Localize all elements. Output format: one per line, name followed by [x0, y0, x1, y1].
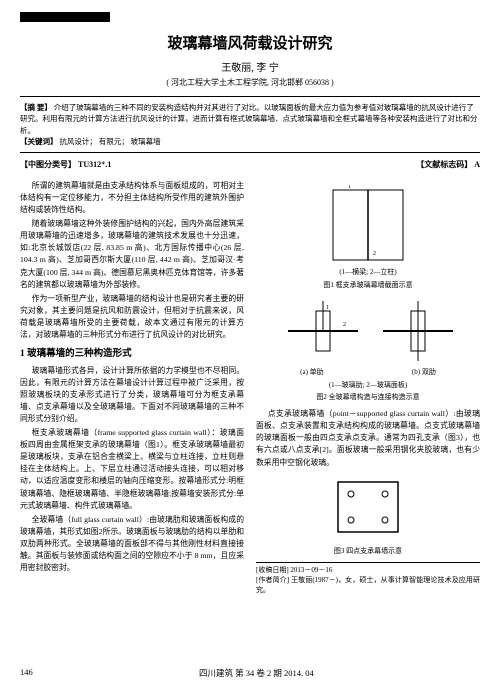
- fig1-sublabel: (1—横梁; 2—立柱): [256, 267, 480, 278]
- fig1-caption: 图1 框支承玻璃幕墙截面示意: [256, 280, 480, 291]
- para-4: 玻璃幕墙形式各异，设计计算所依据的力学模型也不尽相同。因此，有限元的计算方法在幕…: [20, 365, 244, 425]
- fig3-caption: 图3 四点支承幕墙示意: [256, 546, 480, 557]
- paper-title: 玻璃幕墙风荷载设计研究: [20, 32, 480, 53]
- figure-3: 图3 四点支承幕墙示意: [256, 474, 480, 557]
- abstract-box: 【摘 要】 介绍了玻璃幕墙的三种不同的安装构造结构并对其进行了对比。以玻璃面板的…: [20, 96, 480, 153]
- page-number: 146: [20, 667, 33, 679]
- section-1-head: 1 玻璃幕墙的三种构造形式: [20, 347, 244, 362]
- receive-date: [收稿日期] 2013－09－16: [256, 566, 480, 576]
- article-metadata: [收稿日期] 2013－09－16 [作者简介] 王敬丽(1987－)，女，硕士…: [256, 562, 480, 595]
- figure-3-svg: [323, 474, 413, 544]
- fig2-caption: 图2 全玻幕墙构造与连接构造示意: [256, 392, 480, 403]
- para-7: 点支承玻璃幕墙（point－supported glass curtain wa…: [256, 408, 480, 468]
- cn-classification: 【中图分类号】 TU312⁺.1: [20, 159, 111, 170]
- two-column-body: 所谓的建筑幕墙就是由支承结构体系与面板组成的，可相对主体结构有一定位移能力，不分…: [20, 180, 480, 596]
- para-2: 随着玻璃幕墙这种外装修围护结构的兴起，国内外高层建筑采用玻璃幕墙的迅速增多，玻璃…: [20, 218, 244, 290]
- para-3: 作为一项新型产业，玻璃幕墙的结构设计也是研究者主要的研究对象，其主要问题是抗风和…: [20, 293, 244, 341]
- author-bio: [作者简介] 王敬丽(1987－)，女，硕士，从事计算智能理论技术及应用研究。: [256, 576, 480, 596]
- doc-code: 【文献标志码】 A: [416, 159, 480, 170]
- page-footer: 146 四川建筑 第 34 卷 2 期 2014. 04: [20, 667, 480, 679]
- abstract-text: 介绍了玻璃幕墙的三种不同的安装构造结构并对其进行了对比。以玻璃面板的最大应力值为…: [20, 103, 478, 135]
- figure-1-svg: 1 2: [313, 185, 423, 265]
- abstract-label: 【摘 要】: [20, 103, 52, 112]
- right-column: 1 2 (1—横梁; 2—立柱) 图1 框支承玻璃幕墙截面示意 2 1: [256, 180, 480, 596]
- fig2-parts-label: (1—玻璃肋; 2—玻璃面板): [256, 380, 480, 391]
- classification-row: 【中图分类号】 TU312⁺.1 【文献标志码】 A: [20, 159, 480, 170]
- figure-2: 2 1 (a) 单肋 (b) 双肋 (1—玻璃肋; 2—玻璃面板) 图2 全玻幕…: [256, 296, 480, 404]
- keywords-row: 【关键词】 抗风设计； 有限元； 玻璃幕墙: [20, 136, 480, 147]
- keywords-label: 【关键词】: [20, 137, 58, 146]
- figure-1: 1 2 (1—横梁; 2—立柱) 图1 框支承玻璃幕墙截面示意: [256, 185, 480, 291]
- keywords-text: 抗风设计； 有限元； 玻璃幕墙: [59, 137, 160, 146]
- authors: 王敬丽, 李 宁: [20, 59, 480, 74]
- fig2-sub-a: (a) 单肋: [300, 367, 324, 378]
- svg-text:2: 2: [373, 251, 376, 257]
- para-5: 框支承玻璃幕墙（frame supported glass curtain wa…: [20, 427, 244, 512]
- para-6: 全玻幕墙（full glass curtain wall）:由玻璃肋和玻璃面板构…: [20, 514, 244, 574]
- left-column: 所谓的建筑幕墙就是由支承结构体系与面板组成的，可相对主体结构有一定位移能力，不分…: [20, 180, 244, 596]
- fig2-sublabels: (a) 单肋 (b) 双肋: [256, 367, 480, 378]
- svg-text:1: 1: [326, 305, 329, 311]
- para-1: 所谓的建筑幕墙就是由支承结构体系与面板组成的，可相对主体结构有一定位移能力，不分…: [20, 180, 244, 216]
- header-bar: [20, 12, 110, 22]
- svg-text:2: 2: [343, 322, 346, 328]
- journal-info: 四川建筑 第 34 卷 2 期 2014. 04: [33, 667, 480, 679]
- svg-text:1: 1: [348, 185, 351, 190]
- fig2-sub-b: (b) 双肋: [412, 367, 436, 378]
- figure-2-svg: 2 1: [268, 296, 468, 366]
- abstract-row: 【摘 要】 介绍了玻璃幕墙的三种不同的安装构造结构并对其进行了对比。以玻璃面板的…: [20, 102, 480, 136]
- affiliation: ( 河北工程大学土木工程学院, 河北邯郸 056038 ): [20, 77, 480, 88]
